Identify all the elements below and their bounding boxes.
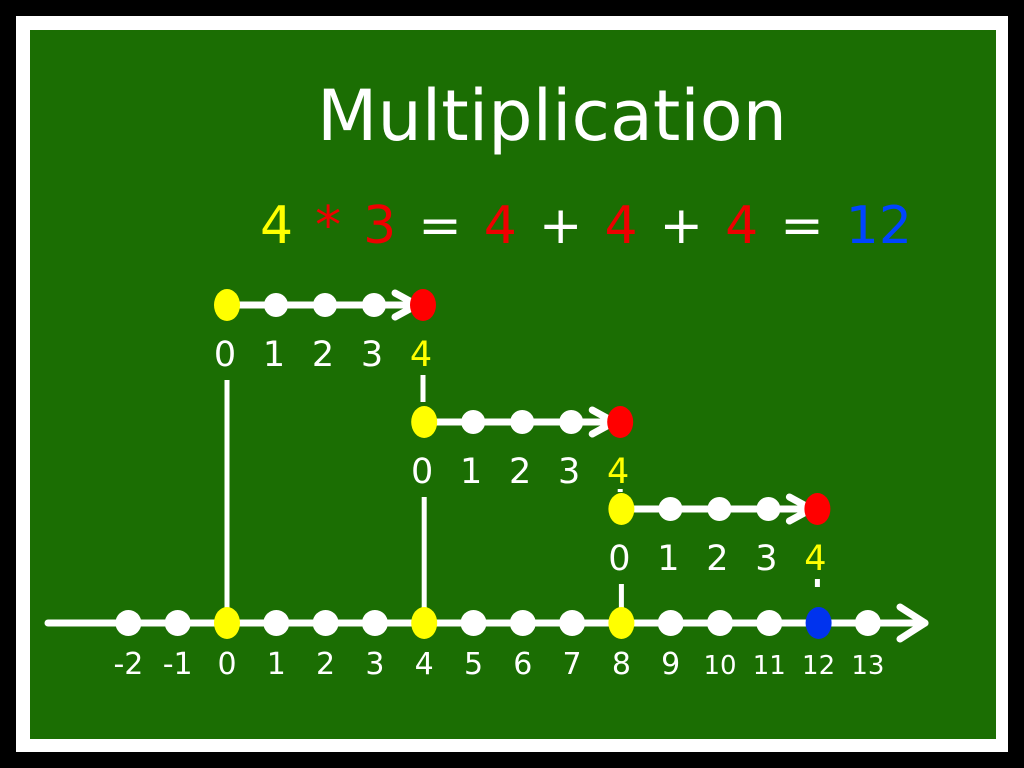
step-tick-label: 3 [361,335,383,375]
equation: 4 * 3 = 4 +4 +4 = 12 [260,196,912,256]
axis-dot [460,610,487,636]
step-dot [461,410,486,434]
axis-tick-label: 0 [217,647,236,682]
step-tick-label: 2 [312,335,334,375]
axis-tick-label: 4 [415,647,434,682]
diagram-title: Multiplication [317,75,787,157]
number-line-diagram: Multiplication 4 * 3 = 4 +4 +4 = 12 0 1 2 3 40 1 2 3 40 1… [44,75,929,682]
axis-dot [411,607,438,639]
axis-dot [312,610,339,636]
axis-tick-label: 10 [703,651,736,681]
step-tick-label: 0 [608,539,630,579]
axis-dot [854,610,881,636]
axis-tick-label: 11 [753,651,786,681]
axis-tick-label: 9 [661,647,680,682]
step-dot [608,493,635,525]
axis-tick-label: 5 [464,647,483,682]
equation-token: * [315,196,341,256]
axis-dot [805,607,832,639]
step-dot [362,293,386,317]
step-dot [410,289,436,321]
equation-token: 4 [484,196,517,256]
axis-tick-label: 8 [612,647,631,682]
step-lines: 0 1 2 3 40 1 2 3 40 1 2 3 4 [214,289,831,579]
equation-token: 4 [260,196,293,256]
axis-dot [115,610,142,636]
step-dot [707,497,732,521]
equation-token: = [418,196,462,256]
axis-dot [214,607,240,639]
step-tick-label: 3 [558,452,580,492]
axis-arrowhead [896,603,929,643]
step-dot [607,406,634,438]
axis-dot [756,610,783,636]
axis-dot [164,610,191,636]
equation-token: = [780,196,824,256]
step-tick-label: 0 [411,452,433,492]
step-tick-label: 1 [657,539,679,579]
step-dot [214,289,240,321]
axis-dot [509,610,536,636]
axis-tick-label: 3 [365,647,384,682]
equation-token: + [539,196,583,256]
step-tick-label: 1 [263,335,285,375]
main-number-line: -2 -1 0 1 2 3 4 5 6 7 8 9 10 11 12 13 [44,603,929,682]
step-dot [313,293,337,317]
axis-tick-label: 1 [267,647,286,682]
equation-token: + [660,196,704,256]
axis-tick-label: -2 [113,647,143,682]
step-tick-label: 3 [755,539,777,579]
step-dot [510,410,535,434]
equation-token: 4 [725,196,758,256]
equation-token: 12 [846,196,912,256]
step-dot [559,410,584,434]
axis-tick-label: 13 [851,651,884,681]
axis-tick-label: 6 [513,647,532,682]
equation-token: 3 [363,196,396,256]
axis-dot [361,610,388,636]
step-dot [264,293,288,317]
step-tick-label: 4 [804,539,826,579]
equation-token: 4 [604,196,637,256]
axis-dot [657,610,684,636]
step-tick-label: 2 [509,452,531,492]
step-dot [411,406,438,438]
axis-dot [263,610,290,636]
step-tick-label: 1 [460,452,482,492]
step-dot [658,497,683,521]
step-dot [804,493,831,525]
axis-dot [559,610,586,636]
axis-tick-label: -1 [163,647,193,682]
step-tick-label: 4 [607,452,629,492]
step-dot [756,497,781,521]
axis-tick-label: 7 [563,647,582,682]
axis-tick-label: 12 [802,651,835,681]
axis-tick-label: 2 [316,647,335,682]
axis-dot [608,607,635,639]
step-tick-label: 4 [410,335,432,375]
axis-dot [707,610,733,636]
step-tick-label: 2 [706,539,728,579]
step-tick-label: 0 [214,335,236,375]
connector-lines [224,375,820,613]
